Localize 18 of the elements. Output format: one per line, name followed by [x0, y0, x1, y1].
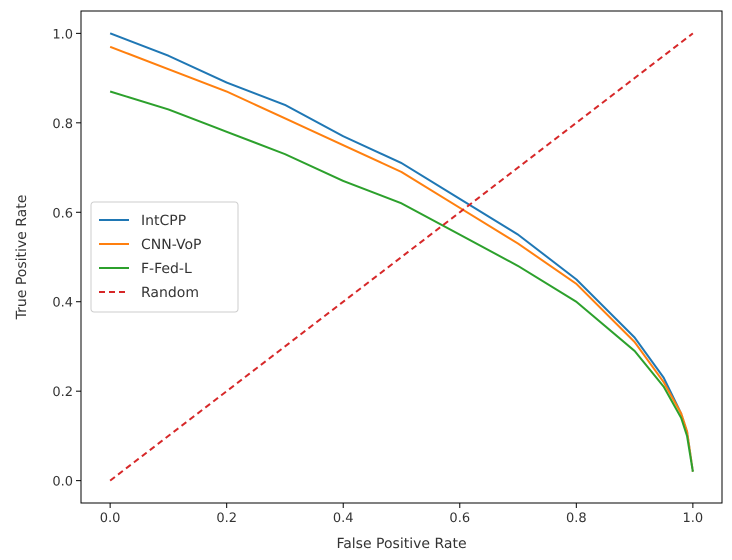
- x-tick-label: 0.4: [332, 511, 354, 526]
- y-tick-label: 0.8: [52, 116, 73, 132]
- y-tick-label: 1.0: [52, 27, 73, 42]
- y-axis-title: True Positive Rate: [14, 194, 30, 320]
- y-tick-label: 0.0: [52, 474, 73, 490]
- legend-label: CNN-VoP: [141, 237, 202, 253]
- legend-label: IntCPP: [141, 213, 186, 229]
- legend-label: Random: [141, 285, 199, 301]
- y-tick-label: 0.6: [52, 206, 73, 222]
- x-tick-label: 0.6: [449, 511, 470, 526]
- y-tick-label: 0.4: [52, 296, 73, 311]
- legend-label: F-Fed-L: [141, 261, 192, 277]
- x-axis-title: False Positive Rate: [336, 536, 467, 552]
- x-tick-label: 0.8: [566, 511, 587, 526]
- x-tick-label: 0.2: [216, 511, 238, 526]
- x-tick-label: 1.0: [682, 511, 704, 526]
- y-tick-label: 0.2: [52, 385, 73, 400]
- x-tick-label: 0.0: [100, 511, 120, 526]
